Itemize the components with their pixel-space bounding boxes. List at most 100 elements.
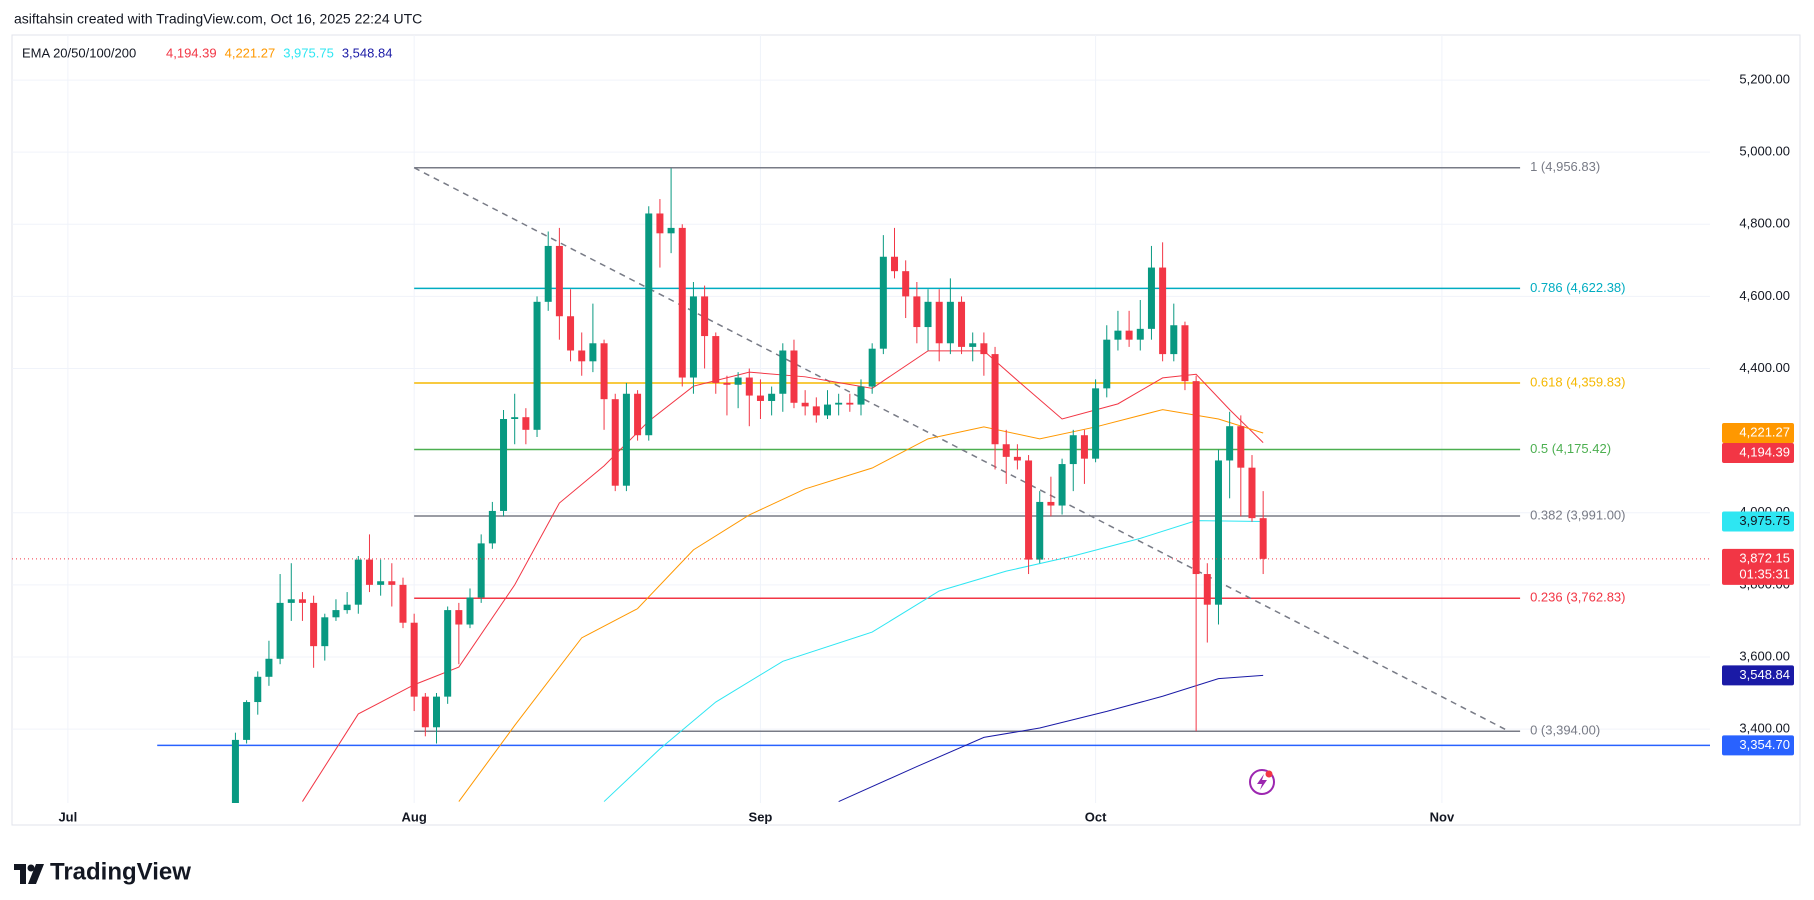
indicator-value: 4,194.39 bbox=[166, 45, 217, 60]
candle-body bbox=[768, 393, 776, 401]
candle-body bbox=[712, 336, 720, 383]
indicator-label: EMA 20/50/100/200 bbox=[22, 45, 136, 60]
candle-body bbox=[1136, 328, 1144, 340]
candle-body bbox=[645, 213, 653, 436]
candle-body bbox=[1114, 330, 1122, 340]
chart-frame bbox=[11, 34, 1801, 826]
ema-line bbox=[838, 674, 1264, 803]
candle-body bbox=[1125, 330, 1133, 340]
x-tick-label: Sep bbox=[749, 809, 773, 824]
candle-body bbox=[812, 406, 820, 416]
candle-body bbox=[656, 213, 664, 234]
y-tick-label: 5,200.00 bbox=[1739, 72, 1790, 87]
candle-body bbox=[421, 696, 429, 728]
lightning-icon[interactable] bbox=[1249, 769, 1275, 795]
indicator-value: 3,548.84 bbox=[342, 45, 393, 60]
candle-body bbox=[1069, 435, 1077, 465]
price-box-label: 3,872.15 bbox=[1739, 550, 1790, 565]
candle-body bbox=[868, 348, 876, 387]
candle-body bbox=[544, 245, 552, 302]
candle-body bbox=[243, 702, 251, 740]
candle-body bbox=[801, 402, 809, 407]
y-tick-label: 4,400.00 bbox=[1739, 360, 1790, 375]
watermark: asiftahsin created with TradingView.com,… bbox=[14, 11, 422, 27]
price-box bbox=[1722, 442, 1794, 463]
candle-body bbox=[823, 404, 831, 416]
candle-body bbox=[1259, 518, 1267, 559]
candle-body bbox=[946, 301, 954, 344]
candle-body bbox=[511, 417, 519, 419]
candle-body bbox=[1036, 501, 1044, 560]
candle-body bbox=[689, 296, 697, 378]
candle-body bbox=[500, 419, 508, 511]
candle-body bbox=[231, 739, 239, 803]
candle-body bbox=[745, 377, 753, 396]
fib-label: 0.786 (4,622.38) bbox=[1530, 280, 1625, 295]
candle-body bbox=[958, 301, 966, 347]
candle-body bbox=[533, 301, 541, 430]
candle-body bbox=[634, 393, 642, 436]
candle-body bbox=[578, 350, 586, 362]
price-box-label: 4,194.39 bbox=[1739, 444, 1790, 459]
candle-body bbox=[589, 343, 597, 362]
indicator-value: 4,221.27 bbox=[225, 45, 276, 60]
candle-body bbox=[1181, 325, 1189, 382]
candle-body bbox=[1013, 456, 1021, 461]
ema-line bbox=[458, 409, 1264, 802]
candle-body bbox=[667, 227, 675, 234]
candle-body bbox=[365, 559, 373, 585]
candle-body bbox=[254, 676, 262, 703]
fib-label: 1 (4,956.83) bbox=[1530, 159, 1600, 174]
candle-body bbox=[354, 559, 362, 605]
candle-body bbox=[555, 245, 563, 317]
candle-body bbox=[310, 602, 318, 647]
price-box bbox=[1722, 665, 1794, 686]
candle-body bbox=[779, 350, 787, 394]
y-tick-label: 3,600.00 bbox=[1739, 648, 1790, 663]
candle-body bbox=[488, 510, 496, 544]
candle-body bbox=[857, 386, 865, 405]
candle-body bbox=[879, 256, 887, 349]
candle-body bbox=[891, 256, 899, 272]
candle-body bbox=[935, 301, 943, 344]
candle-body bbox=[433, 696, 440, 728]
ema-line bbox=[302, 350, 1264, 802]
candle-body bbox=[332, 610, 340, 618]
candle-body bbox=[924, 301, 932, 328]
candle-body bbox=[1248, 467, 1256, 519]
candle-body bbox=[477, 543, 485, 598]
candle-body bbox=[377, 581, 385, 585]
y-tick-label: 3,400.00 bbox=[1739, 721, 1790, 736]
candle-body bbox=[399, 584, 407, 623]
x-tick-label: Nov bbox=[1430, 809, 1455, 824]
candle-body bbox=[1002, 444, 1010, 457]
x-tick-label: Jul bbox=[58, 809, 77, 824]
price-box-label: 3,354.70 bbox=[1739, 737, 1790, 752]
candle-body bbox=[600, 343, 608, 400]
price-box bbox=[1722, 735, 1794, 756]
candle-body bbox=[1092, 388, 1100, 459]
price-box bbox=[1722, 548, 1794, 585]
fib-label: 0.236 (3,762.83) bbox=[1530, 590, 1625, 605]
candle-body bbox=[723, 382, 731, 385]
candle-body bbox=[756, 395, 764, 401]
candle-body bbox=[1025, 460, 1033, 560]
candle-body bbox=[321, 617, 329, 647]
price-box bbox=[1722, 511, 1794, 532]
price-box-label: 4,221.27 bbox=[1739, 424, 1790, 439]
indicator-value: 3,975.75 bbox=[283, 45, 334, 60]
grid bbox=[12, 35, 1710, 803]
fib-label: 0.5 (4,175.42) bbox=[1530, 441, 1611, 456]
candle-body bbox=[265, 658, 273, 677]
candle-body bbox=[1214, 460, 1222, 605]
candle-body bbox=[678, 227, 686, 378]
ema-line bbox=[603, 520, 1264, 802]
candle-body bbox=[1226, 426, 1234, 461]
trend-line bbox=[413, 167, 1510, 732]
brand-logo bbox=[14, 864, 44, 884]
candle-body bbox=[388, 581, 396, 585]
candle-body bbox=[913, 296, 921, 328]
y-tick-label: 4,800.00 bbox=[1739, 216, 1790, 231]
price-box-label: 3,548.84 bbox=[1739, 667, 1790, 682]
